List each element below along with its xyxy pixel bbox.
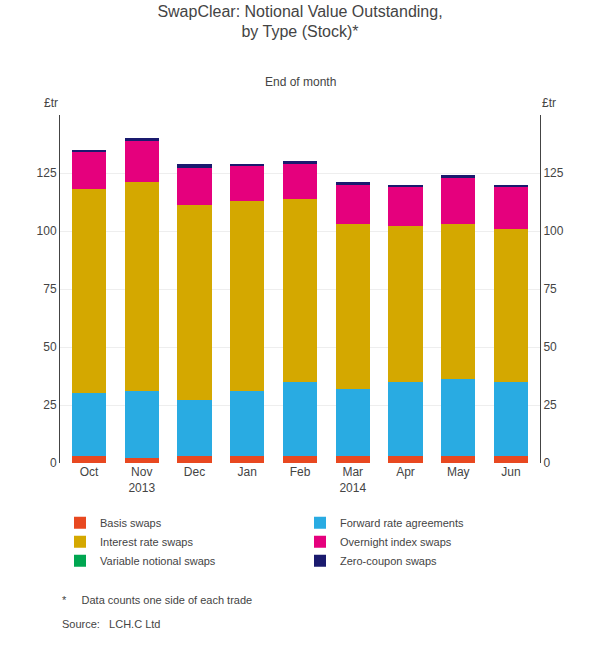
svg-text:£tr: £tr bbox=[44, 96, 58, 110]
svg-text:75: 75 bbox=[543, 282, 557, 296]
svg-text:100: 100 bbox=[543, 224, 563, 238]
svg-text:Oct: Oct bbox=[80, 465, 99, 479]
svg-text:Jan: Jan bbox=[238, 465, 257, 479]
svg-text:SwapClear: Notional Value Outs: SwapClear: Notional Value Outstanding,by… bbox=[157, 3, 442, 41]
svg-text:£tr: £tr bbox=[542, 96, 556, 110]
svg-text:Nov2013: Nov2013 bbox=[128, 465, 155, 495]
svg-text:Forward rate agreements: Forward rate agreements bbox=[340, 517, 464, 529]
svg-text:Feb: Feb bbox=[290, 465, 311, 479]
svg-text:Basis swaps: Basis swaps bbox=[100, 517, 162, 529]
svg-text:Overnight index swaps: Overnight index swaps bbox=[340, 536, 452, 548]
svg-text:0: 0 bbox=[50, 456, 57, 470]
svg-text:125: 125 bbox=[37, 166, 57, 180]
svg-text:Mar2014: Mar2014 bbox=[339, 465, 366, 495]
svg-text:Dec: Dec bbox=[184, 465, 205, 479]
svg-text:75: 75 bbox=[43, 282, 57, 296]
svg-text:Source: LCH.C Ltd: Source: LCH.C Ltd bbox=[62, 618, 160, 630]
svg-text:* Data counts one side of: * Data counts one side of each trade bbox=[62, 594, 252, 606]
svg-text:May: May bbox=[447, 465, 470, 479]
svg-text:50: 50 bbox=[543, 340, 557, 354]
svg-text:25: 25 bbox=[543, 398, 557, 412]
svg-text:0: 0 bbox=[543, 456, 550, 470]
svg-text:Variable notional swaps: Variable notional swaps bbox=[100, 555, 216, 567]
svg-text:25: 25 bbox=[43, 398, 57, 412]
svg-text:125: 125 bbox=[543, 166, 563, 180]
svg-text:100: 100 bbox=[37, 224, 57, 238]
svg-text:50: 50 bbox=[43, 340, 57, 354]
svg-text:Interest rate swaps: Interest rate swaps bbox=[100, 536, 193, 548]
svg-text:Apr: Apr bbox=[396, 465, 415, 479]
svg-text:Zero-coupon swaps: Zero-coupon swaps bbox=[340, 555, 437, 567]
svg-text:End of month: End of month bbox=[265, 75, 336, 89]
svg-text:Jun: Jun bbox=[501, 465, 520, 479]
